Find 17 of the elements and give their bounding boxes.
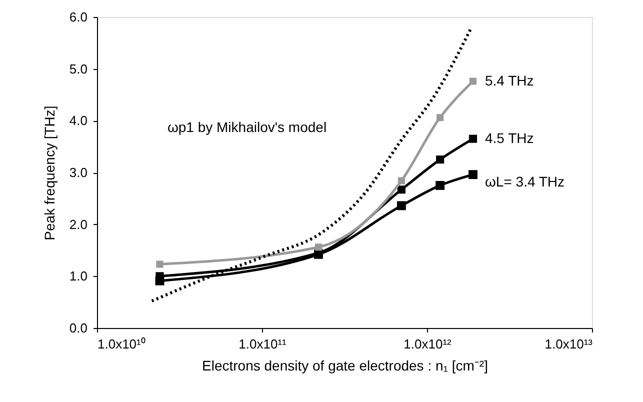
y-tick-label: 6.0 [69, 10, 88, 24]
series-label: 4.5 THz [484, 130, 534, 146]
y-tick-label: 3.0 [69, 165, 88, 180]
x-tick-label: 1.0x10¹³ [544, 336, 594, 352]
y-tick-label: 1.0 [69, 268, 88, 284]
series-label: ωL= 3.4 THz [484, 174, 565, 190]
x-axis-title: Electrons density of gate electrodes : n₁ [cm⁻²] [202, 358, 488, 374]
annotation: ωp1 by Mikhailov's model [167, 119, 327, 135]
x-tick-label: 1.0x10¹⁰ [98, 336, 146, 352]
y-tick-label: 5.0 [69, 61, 88, 76]
y-tick-label: 0.0 [69, 320, 88, 336]
x-tick-label: 1.0x10¹¹ [238, 336, 288, 352]
series-label: 5.4 THz [484, 72, 534, 88]
y-tick-label: 4.0 [69, 113, 88, 128]
x-tick-label: 1.0x10¹² [404, 336, 452, 352]
y-axis-title: Peak frequency [THz] [41, 106, 58, 240]
y-tick-label: 2.0 [69, 216, 88, 232]
